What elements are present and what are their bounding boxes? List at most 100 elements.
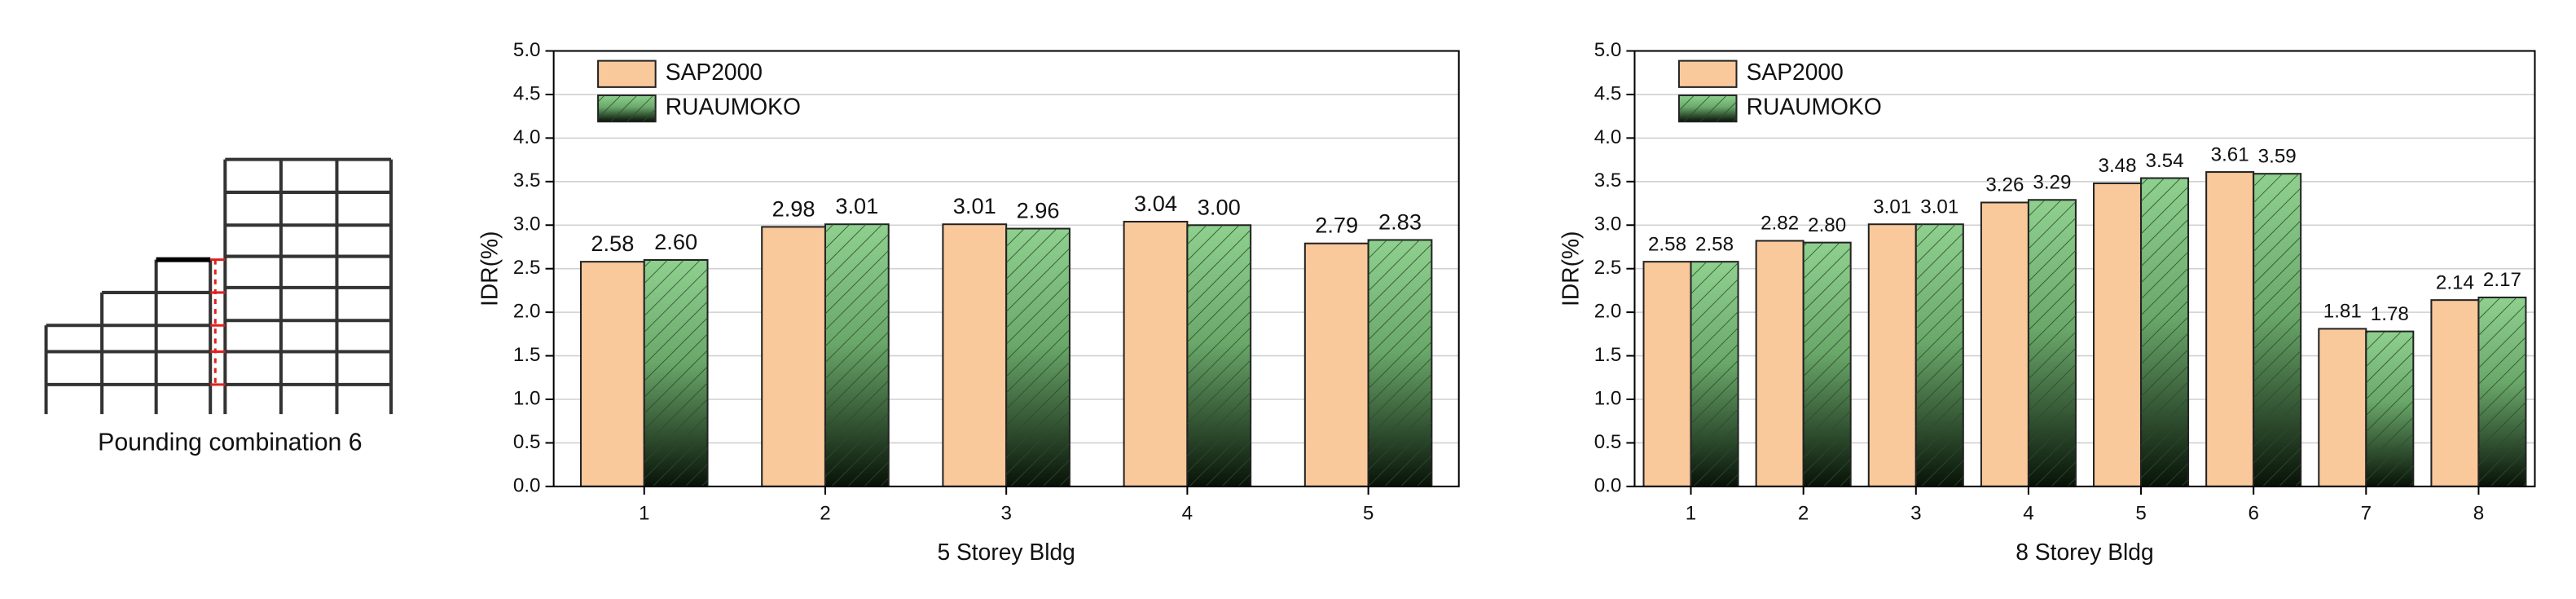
legend-label: SAP2000 — [666, 59, 763, 85]
x-tick-label: 5 — [1363, 503, 1374, 525]
y-tick-label: 0.0 — [1594, 474, 1622, 496]
bar — [1867, 223, 1917, 487]
x-axis-label: 8 Storey Bldg — [2016, 539, 2153, 565]
bar — [1123, 220, 1189, 487]
y-tick-label: 3.5 — [513, 170, 541, 192]
bar — [942, 223, 1008, 487]
legend-label: SAP2000 — [1747, 59, 1844, 85]
value-label: 3.29 — [2033, 171, 2071, 193]
bar-hatch — [2366, 331, 2414, 487]
x-tick-label: 4 — [2023, 503, 2033, 525]
x-tick-label: 7 — [2361, 503, 2372, 525]
bar-hatch — [644, 260, 708, 487]
bar-hatch — [2253, 174, 2301, 487]
pounding-links — [210, 258, 226, 386]
y-tick-label: 1.5 — [513, 344, 541, 366]
bar — [2205, 171, 2255, 487]
value-label: 2.58 — [1648, 233, 1686, 255]
value-label: 2.96 — [1017, 198, 1060, 223]
bar-hatch — [2141, 178, 2189, 487]
bar — [1980, 201, 2029, 487]
bar — [1303, 242, 1369, 487]
x-tick-label: 6 — [2248, 503, 2258, 525]
x-tick-label: 2 — [820, 503, 830, 525]
y-tick-label: 1.0 — [1594, 387, 1622, 409]
y-tick-label: 4.0 — [513, 126, 541, 148]
value-label: 3.01 — [953, 193, 996, 218]
bar — [1642, 261, 1692, 487]
bar-hatch — [1915, 224, 1963, 487]
value-label: 3.26 — [1985, 174, 2024, 196]
bar-hatch — [1690, 262, 1739, 487]
bar — [2430, 299, 2480, 487]
value-label: 3.54 — [2146, 150, 2184, 172]
value-label: 2.98 — [772, 196, 815, 221]
y-tick-label: 2.5 — [1594, 257, 1622, 279]
value-label: 2.58 — [1695, 233, 1734, 255]
plot-frame — [552, 50, 1460, 487]
y-tick-label: 4.5 — [1594, 82, 1622, 104]
bar-hatch — [824, 224, 889, 487]
x-tick-label: 3 — [1000, 503, 1011, 525]
legend-label: RUAUMOKO — [666, 94, 801, 120]
value-label: 3.01 — [835, 193, 878, 218]
legend-label: RUAUMOKO — [1747, 94, 1882, 120]
value-label: 1.81 — [2323, 301, 2362, 323]
y-tick-label: 1.0 — [513, 387, 541, 409]
value-label: 3.00 — [1198, 194, 1241, 219]
bar-hatch — [1803, 242, 1851, 487]
value-label: 3.61 — [2211, 143, 2249, 165]
value-label: 2.80 — [1808, 214, 1846, 236]
bar — [761, 226, 826, 487]
y-axis-label: IDR(%) — [476, 231, 502, 306]
x-tick-label: 1 — [1686, 503, 1696, 525]
x-tick-label: 4 — [1182, 503, 1193, 525]
x-tick-label: 3 — [1910, 503, 1921, 525]
x-tick-label: 1 — [639, 503, 649, 525]
y-tick-label: 0.5 — [513, 431, 541, 453]
x-tick-label: 5 — [2135, 503, 2146, 525]
x-tick-label: 8 — [2473, 503, 2484, 525]
value-label: 3.01 — [1873, 196, 1911, 218]
bar — [2093, 182, 2143, 487]
y-tick-label: 2.5 — [513, 257, 541, 279]
value-label: 3.59 — [2258, 145, 2297, 167]
y-tick-label: 5.0 — [513, 39, 541, 61]
value-label: 2.14 — [2436, 271, 2474, 293]
y-axis-label: IDR(%) — [1557, 231, 1583, 306]
y-tick-label: 0.0 — [513, 474, 541, 496]
legend-swatch — [597, 59, 657, 88]
y-tick-label: 3.5 — [1594, 170, 1622, 192]
legend-swatch-hatch — [598, 95, 656, 122]
bar-hatch — [1368, 240, 1432, 487]
bar-hatch — [2028, 200, 2076, 487]
value-label: 2.83 — [1378, 209, 1422, 234]
building-frames — [44, 157, 393, 415]
bar — [1755, 240, 1805, 487]
legend-swatch — [1677, 59, 1738, 88]
bar-hatch — [1187, 225, 1251, 487]
value-label: 3.48 — [2099, 155, 2137, 177]
value-label: 3.04 — [1134, 191, 1177, 216]
value-label: 2.79 — [1315, 213, 1358, 238]
y-tick-label: 5.0 — [1594, 39, 1622, 61]
y-tick-label: 3.0 — [1594, 214, 1622, 236]
x-tick-label: 2 — [1798, 503, 1809, 525]
y-tick-label: 4.5 — [513, 82, 541, 104]
bar-hatch — [1006, 228, 1070, 487]
bar — [579, 261, 645, 487]
value-label: 2.17 — [2483, 269, 2521, 291]
y-tick-label: 0.5 — [1594, 431, 1622, 453]
y-tick-label: 3.0 — [513, 214, 541, 236]
value-label: 2.82 — [1761, 213, 1799, 235]
y-tick-label: 2.0 — [1594, 301, 1622, 323]
value-label: 2.58 — [591, 231, 634, 256]
plot-frame — [1633, 50, 2536, 487]
value-label: 2.60 — [654, 229, 697, 254]
value-label: 3.01 — [1920, 196, 1958, 218]
value-label: 1.78 — [2371, 303, 2409, 325]
bar — [2318, 328, 2367, 487]
y-tick-label: 1.5 — [1594, 344, 1622, 366]
